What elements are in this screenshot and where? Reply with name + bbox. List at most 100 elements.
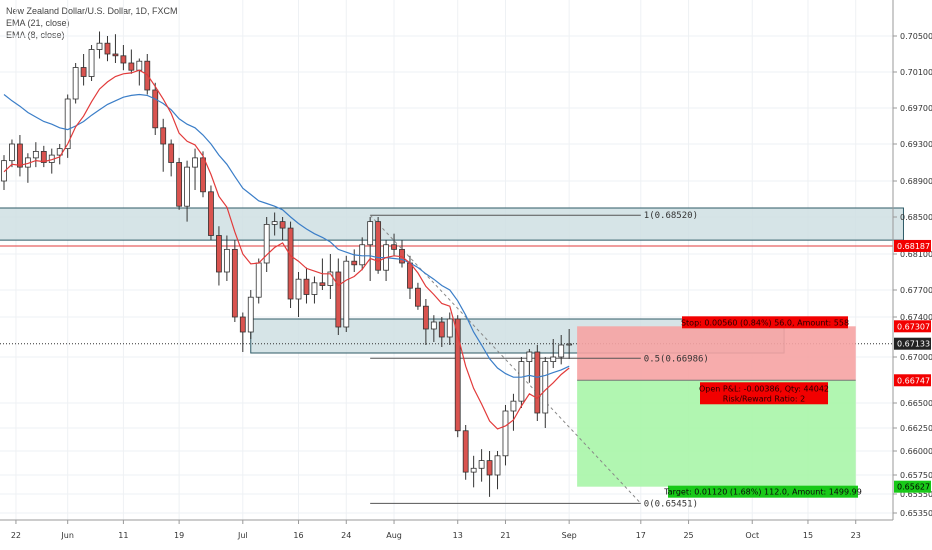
ema8-legend: EMA (8, close) — [6, 30, 65, 40]
short-position-tool[interactable]: Stop: 0.00560 (0.84%) 56.0, Amount: 558 O… — [577, 316, 862, 498]
candle — [255, 258, 262, 304]
candle-body — [231, 248, 238, 318]
candle — [383, 240, 389, 281]
target-label[interactable]: Target: 0.01120 (1.68%) 112.0, Amount: 1… — [663, 485, 862, 498]
candles — [1, 31, 573, 497]
candle-body — [311, 282, 318, 295]
fibonacci-retracement[interactable]: 1(0.68520) 0.5(0.66986) 0(0.65451) — [369, 211, 709, 509]
candle-body — [478, 460, 485, 469]
candle-body — [128, 62, 135, 71]
candle-body — [407, 262, 413, 289]
price-axis[interactable]: 0.70500 0.70100 0.69700 0.69300 0.68900 0.685… — [892, 0, 932, 520]
candle — [247, 290, 254, 339]
price-tag-text: 0.65627 — [897, 483, 930, 492]
candle — [327, 254, 334, 299]
price-tick-label: 0.66500 — [900, 399, 932, 408]
candle — [534, 345, 541, 421]
price-tag-current: 0.67133 — [894, 337, 931, 350]
candle-body — [391, 244, 397, 250]
candle-body — [367, 221, 374, 246]
price-tick-label: 0.69300 — [900, 140, 932, 149]
candle — [287, 221, 294, 308]
candle — [239, 312, 246, 352]
price-tag-entry: 0.66747 — [894, 374, 931, 387]
candle — [48, 148, 55, 174]
price-tag-stop: 0.67307 — [894, 320, 931, 333]
candle-body — [17, 143, 23, 168]
time-tick-label: Jul — [237, 531, 248, 540]
time-tick-label: 22 — [11, 531, 21, 540]
price-tick-label: 0.68100 — [900, 250, 932, 259]
candle — [438, 317, 445, 347]
candle — [422, 299, 429, 345]
candle-body — [88, 49, 95, 77]
candle-body — [415, 287, 421, 307]
price-tag-bg — [894, 337, 931, 350]
candle — [446, 312, 453, 345]
candle — [550, 339, 557, 369]
price-tick-label: 0.65350 — [900, 509, 932, 518]
time-tick-label: 11 — [118, 531, 128, 540]
candle — [160, 118, 167, 172]
stop-label[interactable]: Stop: 0.00560 (0.84%) 56.0, Amount: 558 — [681, 316, 849, 329]
price-tag-bg — [894, 320, 931, 333]
candle-body — [359, 244, 366, 266]
candle-body — [208, 191, 214, 236]
time-tick-label: Jun — [60, 531, 74, 540]
candle-body — [462, 430, 469, 473]
candle — [566, 329, 573, 359]
candle — [168, 139, 175, 177]
candle — [64, 94, 71, 158]
candle — [462, 425, 469, 480]
candle — [478, 449, 485, 482]
candle-body — [446, 318, 453, 338]
candle — [184, 160, 190, 222]
time-tick-label: 15 — [803, 531, 813, 540]
candle-body — [64, 98, 71, 150]
entry-label-text: Risk/Reward Ratio: 2 — [723, 394, 805, 403]
price-tag-text: 0.66747 — [897, 376, 930, 385]
candle — [176, 157, 183, 210]
target-label-bg — [668, 485, 858, 498]
time-tick-label: Aug — [386, 531, 402, 540]
entry-label[interactable]: Open P&L: -0.00386, Qty: 44042Risk/Rewar… — [699, 382, 829, 405]
candle — [112, 34, 119, 63]
candle-body — [80, 67, 87, 77]
candle — [367, 217, 374, 281]
candle-body — [152, 89, 159, 129]
candle-body — [287, 227, 294, 300]
candle — [295, 272, 302, 317]
time-tick-label: 16 — [293, 531, 303, 540]
candle — [526, 349, 533, 383]
time-tick-label: Sep — [562, 531, 577, 540]
candle — [486, 451, 493, 497]
candle — [502, 405, 509, 466]
time-tick-label: 24 — [341, 531, 351, 540]
candle-body — [112, 53, 119, 57]
price-tick-label: 0.67700 — [900, 286, 932, 295]
candle-body — [72, 67, 79, 100]
candle-body — [502, 410, 509, 457]
candle-body — [295, 278, 302, 300]
price-tick-label: 0.69700 — [900, 104, 932, 113]
candle — [359, 237, 366, 271]
candle — [494, 451, 501, 490]
candle-body — [279, 221, 286, 229]
candle — [80, 54, 87, 86]
candle-body — [1, 160, 7, 182]
ema8-line — [3, 69, 570, 430]
chart-legend: New Zealand Dollar/U.S. Dollar, 1D, FXCM… — [6, 5, 178, 41]
time-axis[interactable]: 22 Jun 11 19 Jul 16 24 Aug 13 21 Sep 17 25 Oct 15 23 — [0, 519, 893, 540]
candle — [231, 240, 238, 322]
candle-body — [566, 343, 573, 346]
candle — [120, 45, 127, 71]
candle — [104, 36, 111, 62]
candle — [263, 217, 270, 272]
time-tick-label: Oct — [745, 531, 759, 540]
candle-body — [343, 260, 350, 328]
entry-label-bg — [700, 382, 828, 405]
candle — [335, 258, 342, 335]
candle — [200, 151, 206, 198]
candle — [88, 45, 95, 81]
